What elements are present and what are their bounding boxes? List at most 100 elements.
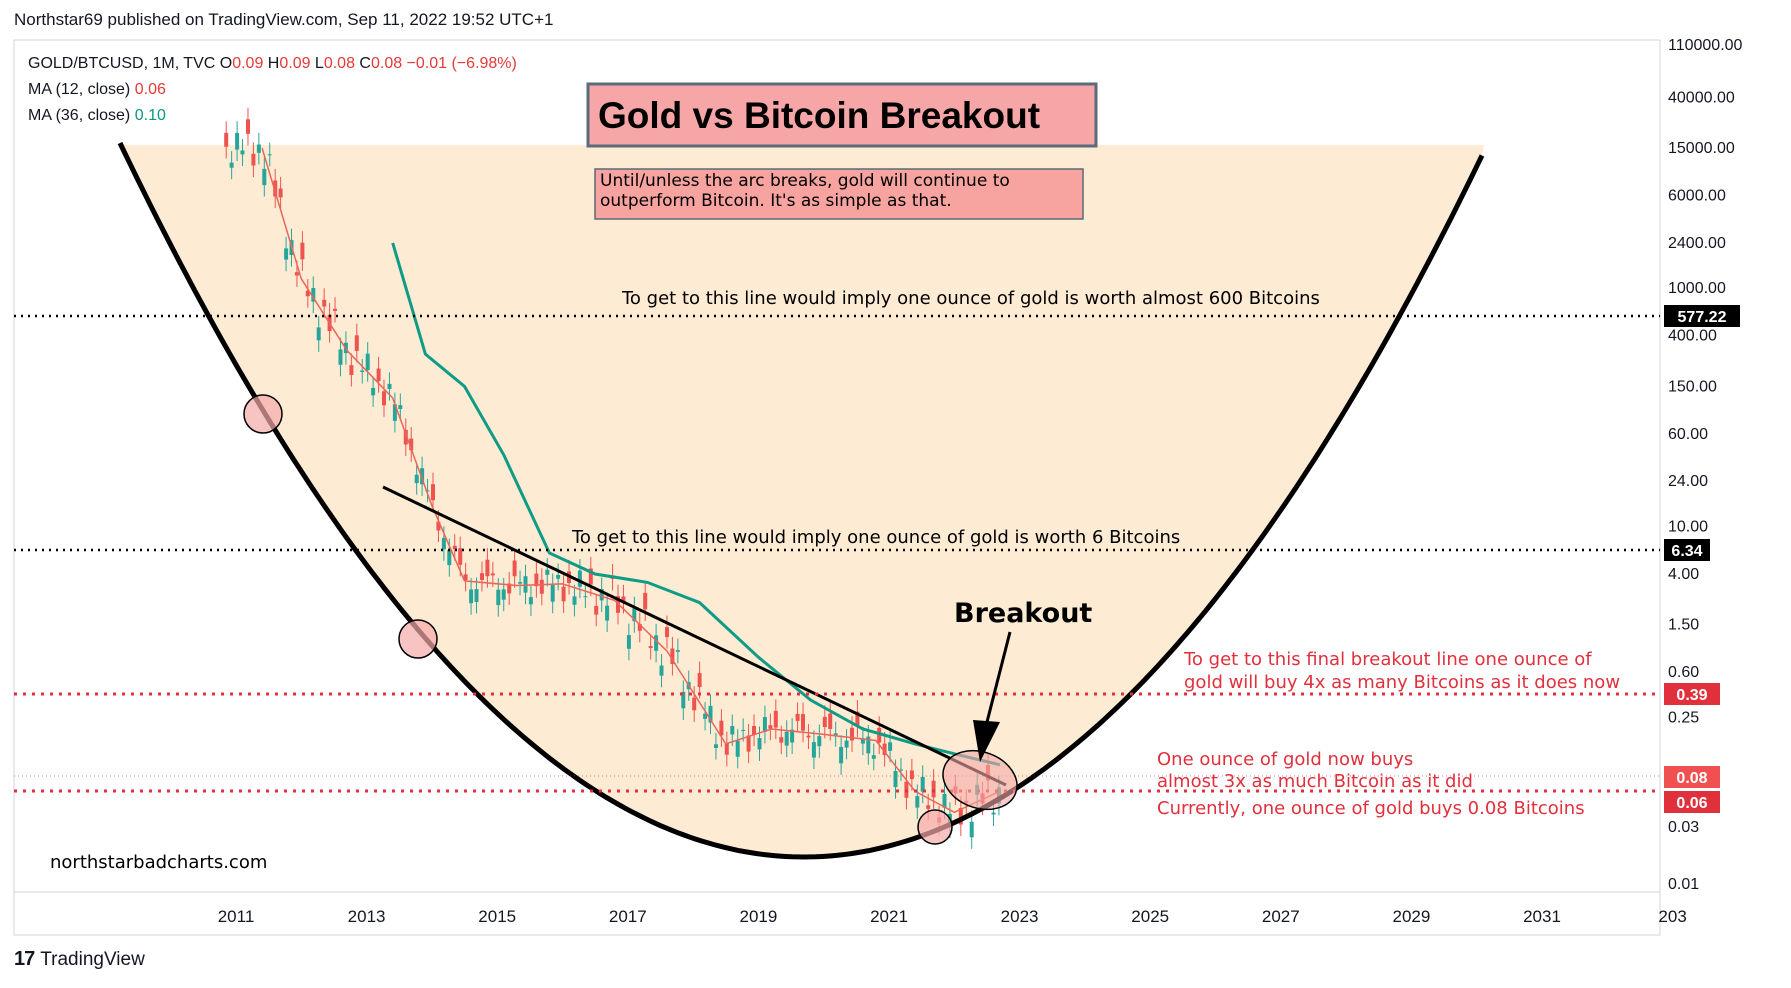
candle-body <box>431 484 435 501</box>
trendline[interactable] <box>382 485 1007 787</box>
candle-body <box>518 582 523 584</box>
candle-body <box>741 729 746 731</box>
breakout-label: Breakout <box>954 598 1092 629</box>
x-tick-label-3: 2017 <box>609 907 647 926</box>
breakout-arrow-head <box>973 720 1000 762</box>
candle-body <box>441 537 446 550</box>
candle-body <box>926 805 931 809</box>
tradingview-logo-icon: 17 <box>14 948 35 970</box>
candle-body <box>866 736 871 754</box>
candle-body <box>991 812 996 815</box>
arc-curve[interactable] <box>117 141 1485 860</box>
line-577-label: To get to this line would imply one ounc… <box>621 288 1320 309</box>
legend-ohlc-value-0: 0.09 <box>232 55 264 72</box>
y-tick-label-7: 150.00 <box>1668 378 1717 395</box>
candle-body <box>474 589 479 602</box>
candle-body <box>365 353 370 371</box>
candle-body <box>969 821 974 838</box>
candle-body <box>305 290 310 297</box>
candle-body <box>447 550 452 566</box>
candle-body <box>436 521 441 531</box>
candle-body <box>300 242 305 260</box>
final-line-text-2: gold will buy 4x as many Bitcoins as it … <box>1184 672 1620 693</box>
y-tick-label-1: 40000.00 <box>1668 89 1735 106</box>
y-tick-label-5: 1000.00 <box>1668 280 1726 297</box>
candle-body <box>294 272 299 276</box>
legend-row-ma36[interactable]: MA (36, close) 0.10 <box>28 107 166 125</box>
candle-body <box>822 716 827 727</box>
candle-body <box>376 368 381 382</box>
candle-body <box>920 776 925 792</box>
badge-577-text: 577.22 <box>1678 309 1727 326</box>
y-tick-label-10: 10.00 <box>1668 519 1708 536</box>
candle-body <box>398 405 403 409</box>
candle-body <box>757 738 762 750</box>
breakout-ellipse <box>942 749 1018 811</box>
candle-body <box>773 710 778 728</box>
candle-body <box>458 548 463 565</box>
touch-circle-2011 <box>243 394 283 434</box>
candle-body <box>844 740 849 748</box>
x-tick-label-5: 2021 <box>870 907 908 926</box>
ma12-line <box>261 147 1001 814</box>
price-axis[interactable]: 110000.00 40000.00 15000.00 6000.00 2400.00 1… <box>1668 37 1743 893</box>
candle-body <box>403 429 408 445</box>
badge-008-text: 0.08 <box>1676 770 1707 787</box>
x-tick-label-4: 2019 <box>739 907 777 926</box>
candle-body <box>817 736 822 747</box>
candle-body <box>333 308 337 311</box>
candle-body <box>958 808 963 825</box>
legend-ma36-value: 0.10 <box>134 107 166 124</box>
line-6-label: To get to this line would imply one ounc… <box>571 527 1180 548</box>
legend-row-ma12[interactable]: MA (12, close) 0.06 <box>28 81 166 99</box>
y-tick-label-0: 110000.00 <box>1668 37 1743 54</box>
candle-body <box>501 589 506 600</box>
note-text: Until/unless the arc breaks, gold will c… <box>600 171 1010 211</box>
y-tick-label-6: 400.00 <box>1668 328 1717 345</box>
candle-body <box>545 569 550 575</box>
candle-body <box>675 650 680 652</box>
y-tick-label-15: 0.03 <box>1668 819 1699 836</box>
legend-ohlc-value-3: 0.08 <box>370 55 403 72</box>
badge-006 <box>1664 791 1720 813</box>
candle-body <box>708 705 713 723</box>
y-tick-label-3: 6000.00 <box>1668 188 1726 205</box>
candle-body <box>539 579 544 594</box>
candle-body <box>893 771 898 788</box>
candle-body <box>523 576 528 593</box>
watermark-text: northstarbadcharts.com <box>50 852 267 873</box>
candle-body <box>577 570 582 587</box>
candle-body <box>284 248 289 260</box>
y-tick-label-13: 0.60 <box>1668 664 1699 681</box>
badge-006-text: 0.06 <box>1676 795 1707 812</box>
now-text-1: One ounce of gold now buys <box>1157 749 1413 770</box>
legend-ohlc-key-0: O <box>219 55 233 72</box>
candle-body <box>246 119 250 134</box>
candle-body <box>240 150 245 155</box>
candle-body <box>490 573 495 576</box>
legend-symbol: GOLD/BTCUSD, 1M, TVC <box>28 55 216 72</box>
candle-body <box>681 691 686 709</box>
badge-634-text: 6.34 <box>1671 543 1702 560</box>
candle-body <box>256 144 261 153</box>
y-tick-label-4: 2400.00 <box>1668 235 1726 252</box>
footer: 17 TradingView <box>14 948 145 971</box>
candle-body <box>605 605 610 621</box>
candle-body <box>703 713 708 719</box>
badge-039-text: 0.39 <box>1676 687 1707 704</box>
candle-body <box>338 349 343 365</box>
candle-body <box>779 737 784 743</box>
x-tick-label-2: 2015 <box>478 907 516 926</box>
x-tick-label-11: 203 <box>1658 907 1686 926</box>
legend-row-symbol[interactable]: GOLD/BTCUSD, 1M, TVC O0.09 H0.09 L0.08 C… <box>28 55 517 73</box>
candle-body <box>871 755 876 759</box>
legend-ohlc: O0.09 H0.09 L0.08 C0.08 <box>220 55 402 72</box>
candle-body <box>833 733 838 736</box>
time-axis[interactable]: 2011 2013 2015 2017 2019 2021 2023 2025 2027 2029… <box>218 907 1687 926</box>
breakout-arrow-shaft <box>985 631 1012 723</box>
candle-body <box>594 605 599 615</box>
candle-body <box>860 738 865 744</box>
candle-body <box>632 608 637 622</box>
